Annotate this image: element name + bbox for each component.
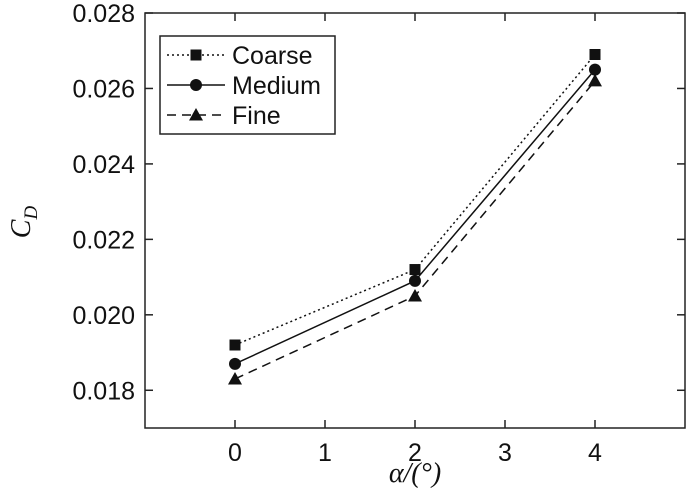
legend-item-fine: Fine bbox=[167, 102, 281, 130]
x-tick-label: 0 bbox=[228, 439, 242, 467]
y-tick-label: 0.018 bbox=[72, 377, 135, 405]
series-layer bbox=[228, 49, 602, 385]
data-point-medium bbox=[589, 63, 601, 76]
y-tick-label: 0.022 bbox=[72, 226, 135, 254]
legend-item-medium: Medium bbox=[167, 72, 321, 100]
y-tick-label: 0.026 bbox=[72, 75, 135, 103]
x-tick-label: 2 bbox=[408, 439, 422, 467]
data-point-medium bbox=[229, 357, 241, 370]
data-point-fine bbox=[408, 288, 422, 302]
legend-label-medium: Medium bbox=[232, 72, 321, 100]
x-tick-label: 4 bbox=[588, 439, 602, 467]
y-axis-label: CD bbox=[6, 206, 42, 239]
legend-marker-medium bbox=[190, 79, 202, 91]
series-coarse bbox=[229, 49, 601, 351]
data-point-medium bbox=[409, 274, 421, 287]
legend-item-coarse: Coarse bbox=[167, 42, 313, 70]
series-fine bbox=[228, 73, 602, 385]
legend-label-coarse: Coarse bbox=[232, 42, 313, 70]
data-point-fine bbox=[228, 371, 242, 385]
x-axis: 0 1 2 3 4 bbox=[228, 13, 602, 467]
data-point-fine bbox=[588, 73, 602, 87]
y-tick-label: 0.020 bbox=[72, 302, 135, 330]
data-point-coarse bbox=[229, 339, 241, 351]
legend-label-fine: Fine bbox=[232, 102, 281, 130]
x-tick-label: 1 bbox=[318, 439, 332, 467]
data-point-coarse bbox=[409, 264, 421, 276]
legend-marker-coarse bbox=[190, 49, 202, 61]
y-tick-label: 0.024 bbox=[72, 151, 135, 179]
legend-marker-fine bbox=[189, 108, 203, 121]
series-medium bbox=[229, 63, 601, 370]
data-point-coarse bbox=[589, 49, 601, 60]
y-axis: 0.018 0.020 0.022 0.024 0.026 0.028 bbox=[72, 0, 685, 405]
y-axis-label-main: C bbox=[6, 219, 37, 238]
y-axis-label-subscript: D bbox=[21, 206, 42, 221]
x-axis-label: α/(°) bbox=[389, 458, 441, 489]
y-tick-label: 0.028 bbox=[72, 0, 135, 28]
x-tick-label: 3 bbox=[498, 439, 512, 467]
